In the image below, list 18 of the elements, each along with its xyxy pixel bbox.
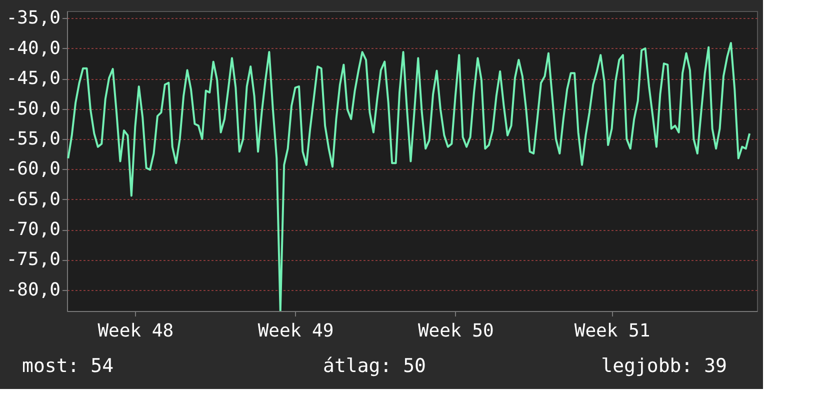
y-tick-label: -45,0 — [6, 68, 60, 90]
y-tick-label: -75,0 — [6, 249, 60, 270]
y-tick-label: -70,0 — [6, 219, 60, 240]
y-tick-label: -40,0 — [6, 38, 60, 59]
text: most: 54 — [22, 355, 114, 377]
y-tick-label: -50,0 — [6, 98, 60, 120]
x-tick-label: Week 48 — [98, 320, 174, 342]
x-tick-label: Week 49 — [258, 320, 334, 342]
line-series — [67, 42, 751, 311]
text: átlag: 50 — [323, 355, 426, 377]
y-tick-label: -35,0 — [6, 8, 60, 29]
x-tick-label: Week 51 — [574, 320, 650, 342]
x-tick-label: Week 50 — [418, 320, 494, 342]
y-tick-label: -65,0 — [6, 188, 60, 210]
y-tick-label: -80,0 — [6, 279, 60, 300]
text: legjobb: 39 — [601, 355, 727, 377]
y-tick-label: -60,0 — [6, 158, 60, 180]
y-tick-label: -55,0 — [6, 128, 60, 150]
